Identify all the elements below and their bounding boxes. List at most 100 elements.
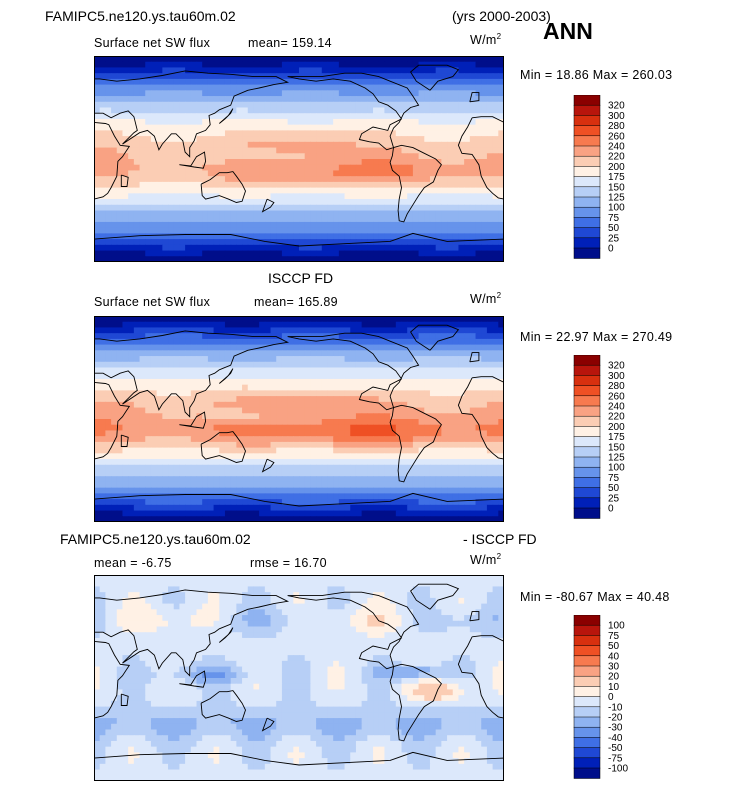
field-cell <box>310 153 317 160</box>
field-cell <box>213 373 220 380</box>
field-cell <box>145 333 152 340</box>
field-cell <box>168 493 175 500</box>
field-cell <box>395 96 403 103</box>
field-cell <box>412 56 420 63</box>
field-cell <box>139 487 146 494</box>
field-cell <box>333 84 340 91</box>
field-cell <box>99 459 106 466</box>
field-cell <box>429 338 437 346</box>
field-cell <box>475 338 482 346</box>
colorbar-swatch <box>573 104 601 116</box>
field-cell <box>94 118 101 126</box>
field-cell <box>401 378 408 386</box>
field-cell <box>429 327 437 334</box>
field-cell <box>435 113 442 120</box>
field-cell <box>304 459 311 466</box>
field-cell <box>464 101 471 109</box>
field-cell <box>407 350 414 357</box>
field-cell <box>207 147 215 154</box>
field-cell <box>458 113 465 120</box>
field-cell <box>156 199 163 206</box>
field-cell <box>116 250 124 257</box>
field-cell <box>173 356 181 363</box>
field-cell <box>384 459 391 466</box>
field-cell <box>156 327 163 334</box>
field-cell <box>407 90 414 97</box>
field-cell <box>105 361 112 369</box>
field-cell <box>486 419 494 426</box>
field-cell <box>361 250 368 257</box>
field-cell <box>202 187 209 194</box>
field-cell <box>498 130 504 137</box>
field-cell <box>424 216 431 223</box>
case-name: FAMIPC5.ne120.ys.tau60m.02 <box>45 8 236 24</box>
field-cell <box>196 378 203 386</box>
field-cell <box>355 170 363 177</box>
field-cell <box>350 233 357 240</box>
field-cell <box>452 476 460 483</box>
field-cell <box>219 199 226 206</box>
field-cell <box>350 107 357 114</box>
field-cell <box>259 136 266 143</box>
field-cell <box>435 250 442 257</box>
field-cell <box>481 367 488 374</box>
field-cell <box>190 327 198 334</box>
field-cell <box>116 356 124 363</box>
field-cell <box>327 476 334 483</box>
field-cell <box>424 424 431 432</box>
field-cell <box>145 101 152 109</box>
field-cell <box>162 216 169 223</box>
field-cell <box>236 441 243 449</box>
field-cell <box>202 396 209 403</box>
field-cell <box>156 447 163 454</box>
field-cell <box>213 96 220 103</box>
field-cell <box>202 470 209 477</box>
field-cell <box>418 367 425 374</box>
field-cell <box>128 470 135 477</box>
field-cell <box>99 199 106 206</box>
field-cell <box>259 447 266 454</box>
field-cell <box>99 187 106 194</box>
field-cell <box>99 356 106 363</box>
field-cell <box>412 113 420 120</box>
field-cell <box>105 350 112 357</box>
field-cell <box>327 401 334 409</box>
field-cell <box>190 401 198 409</box>
field-cell <box>452 239 460 246</box>
field-cell <box>287 141 294 149</box>
field-cell <box>264 90 272 97</box>
field-cell <box>310 136 317 143</box>
field-cell <box>418 90 425 97</box>
field-cell <box>247 130 255 137</box>
field-cell <box>202 384 209 391</box>
field-cell <box>498 321 504 329</box>
field-cell <box>111 396 118 403</box>
field-cell <box>287 170 294 177</box>
field-cell <box>185 413 192 420</box>
field-cell <box>173 424 181 432</box>
field-cell <box>464 430 471 437</box>
field-cell <box>429 390 437 397</box>
field-cell <box>378 181 386 189</box>
field-cell <box>190 204 198 212</box>
field-cell <box>486 401 494 409</box>
field-cell <box>361 378 368 386</box>
field-cell <box>350 378 357 386</box>
field-cell <box>333 244 340 252</box>
field-cell <box>492 476 499 483</box>
field-cell <box>94 316 101 323</box>
field-cell <box>236 61 243 69</box>
field-cell <box>498 390 504 397</box>
field-cell <box>213 321 220 329</box>
field-cell <box>128 464 135 472</box>
field-cell <box>310 204 317 212</box>
panel2-units-text: W/m <box>470 292 497 307</box>
coastline <box>469 92 480 103</box>
field-cell <box>207 361 215 369</box>
field-cell <box>481 147 488 154</box>
field-cell <box>213 367 220 374</box>
field-cell <box>412 159 420 166</box>
field-cell <box>293 373 300 380</box>
field-cell <box>185 321 192 329</box>
field-cell <box>333 227 340 234</box>
